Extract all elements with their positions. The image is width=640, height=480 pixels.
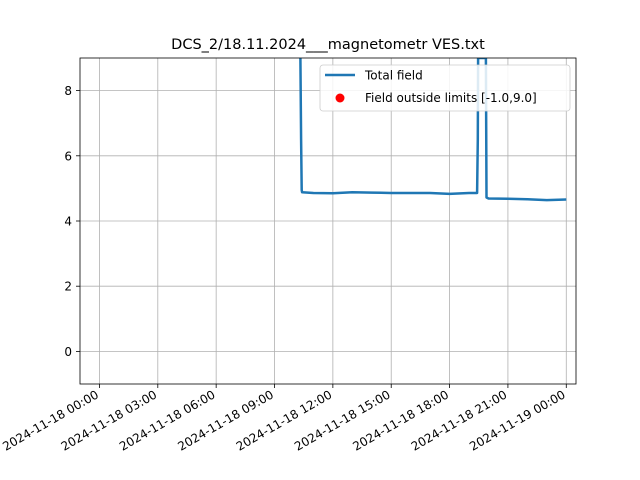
chart-title: DCS_2/18.11.2024___magnetometr VES.txt [171, 37, 485, 53]
y-tick-label: 2 [64, 280, 72, 294]
y-tick-label: 6 [64, 149, 72, 163]
x-tick-label: 2024-11-18 15:00 [292, 387, 393, 453]
x-tick-label: 2024-11-18 21:00 [409, 387, 510, 453]
x-tick-label: 2024-11-18 03:00 [59, 387, 160, 453]
plot-area [299, 58, 567, 202]
x-tick-label: 2024-11-18 09:00 [175, 387, 276, 453]
legend-box [319, 64, 571, 112]
legend-label-total-field: Total field [364, 69, 423, 83]
plot-data [299, 58, 567, 202]
y-tick-label: 0 [64, 345, 72, 359]
x-tick-label: 2024-11-18 18:00 [350, 387, 451, 453]
legend-marker-outside-limits [335, 93, 345, 103]
y-tick-label: 8 [64, 84, 72, 98]
x-tick-label: 2024-11-18 12:00 [234, 387, 335, 453]
series-line-total-field [299, 58, 567, 202]
legend-label-outside-limits: Field outside limits [-1.0,9.0] [365, 91, 537, 105]
y-tick-label: 4 [64, 215, 72, 229]
legend: Total field Field outside limits [-1.0,9… [319, 64, 571, 112]
x-tick-label: 2024-11-18 00:00 [0, 387, 101, 453]
x-tick-label: 2024-11-18 06:00 [117, 387, 218, 453]
x-tick-label: 2024-11-19 00:00 [467, 387, 568, 453]
